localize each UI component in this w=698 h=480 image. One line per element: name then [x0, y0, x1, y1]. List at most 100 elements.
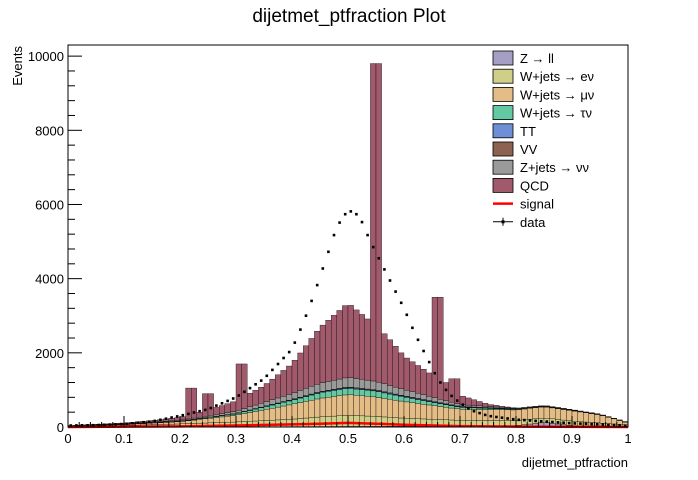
data-point	[557, 421, 560, 424]
stack-bar-series-7	[214, 407, 220, 414]
stack-bar-series-1	[354, 416, 360, 427]
data-point	[417, 339, 420, 342]
data-point	[529, 419, 532, 422]
stack-bar-series-2	[550, 408, 556, 419]
stack-bar-series-6	[482, 406, 488, 407]
legend-label: W+jets → τν	[520, 106, 592, 121]
data-point	[187, 413, 190, 416]
data-point	[344, 213, 347, 216]
stack-bar-series-7	[382, 334, 388, 384]
stack-bar-series-1	[309, 418, 315, 427]
legend-swatch	[493, 51, 513, 65]
stack-bar-series-3	[337, 390, 343, 396]
stack-bar-series-2	[617, 420, 623, 424]
stack-bar-series-7	[482, 403, 488, 406]
stack-bar-series-7	[242, 364, 248, 409]
legend-swatch	[493, 142, 513, 156]
stack-bar-series-3	[275, 404, 281, 407]
data-point	[81, 424, 84, 427]
legend-item: data	[493, 215, 546, 230]
stack-bar-series-7	[309, 338, 315, 386]
stack-bar-series-7	[314, 331, 320, 384]
x-tick-label: 0.2	[171, 431, 189, 446]
stack-bar-series-3	[281, 402, 287, 406]
stack-bar-series-3	[247, 410, 253, 412]
stack-bar-series-3	[426, 402, 432, 405]
stack-bar-series-6	[309, 386, 315, 394]
stack-bar-series-2	[538, 407, 544, 418]
data-point	[243, 391, 246, 394]
stack-bar-series-2	[382, 398, 388, 417]
stack-bar-series-7	[505, 407, 511, 408]
stack-bar-series-6	[326, 381, 332, 390]
stack-bar-series-7	[443, 383, 449, 401]
data-point	[288, 351, 291, 354]
data-point	[109, 423, 112, 426]
stack-bar-series-2	[219, 417, 225, 423]
stack-bar-series-3	[365, 390, 371, 396]
stack-bar-series-3	[359, 390, 365, 396]
legend-item: VV	[493, 142, 538, 157]
stack-bar-series-2	[415, 403, 421, 418]
stack-bar-series-6	[471, 405, 477, 407]
stack-bar-series-6	[331, 380, 337, 389]
stack-bar-series-2	[561, 409, 567, 420]
stack-bar-series-3	[331, 391, 337, 397]
legend-label: VV	[520, 142, 538, 157]
stack-bar-series-6	[432, 398, 438, 402]
y-tick-label: 8000	[35, 123, 64, 138]
data-point	[338, 221, 341, 224]
data-point	[299, 328, 302, 331]
stack-bar-series-3	[264, 406, 270, 409]
stack-bar-series-3	[242, 412, 248, 414]
stack-bar-series-2	[141, 424, 147, 425]
stack-bar-series-3	[432, 403, 438, 406]
stack-bar-series-7	[247, 393, 253, 407]
stack-bar-series-2	[169, 422, 175, 424]
data-point	[394, 290, 397, 293]
stack-bar-series-1	[365, 416, 371, 426]
stack-bar-series-7	[337, 310, 343, 379]
stack-bar-series-7	[348, 305, 354, 377]
legend-swatch	[493, 87, 513, 101]
stack-bar-series-6	[466, 405, 472, 407]
data-point	[126, 423, 129, 426]
legend-item: W+jets → eν	[493, 69, 594, 84]
x-tick-label: 0.1	[115, 431, 133, 446]
data-point	[618, 424, 621, 427]
data-point	[450, 395, 453, 398]
stack-bar-series-2	[152, 423, 158, 425]
data-point	[406, 314, 409, 317]
stack-bar-series-7	[219, 406, 225, 414]
stack-bar-series-6	[426, 396, 432, 400]
stack-bar-series-6	[421, 395, 427, 400]
stack-bar-series-7	[298, 353, 304, 390]
data-point	[249, 387, 252, 390]
stack-bar-series-3	[253, 409, 259, 411]
stack-bar-series-6	[292, 392, 298, 398]
x-tick-label: 0.4	[283, 431, 301, 446]
data-point	[366, 234, 369, 237]
stack-bar-series-6	[454, 404, 460, 406]
stack-bar-series-1	[494, 421, 500, 426]
data-point	[439, 381, 442, 384]
stack-bar-series-7	[320, 325, 326, 382]
stack-bar-series-2	[611, 419, 617, 424]
stack-bar-series-7	[432, 297, 438, 398]
data-point	[294, 341, 297, 344]
data-point	[226, 400, 229, 403]
stack-bar-series-3	[382, 393, 388, 398]
stack-bar-series-2	[230, 416, 236, 422]
stack-bar-series-3	[482, 408, 488, 409]
data-point	[215, 404, 218, 407]
data-point	[411, 327, 414, 330]
stack-bar-series-2	[449, 408, 455, 420]
stack-bar-series-7	[370, 64, 376, 381]
stack-bar-series-3	[348, 389, 354, 395]
legend-item: signal	[493, 197, 554, 212]
data-point	[456, 399, 459, 402]
data-point	[310, 300, 313, 303]
stack-bar-series-7	[426, 373, 432, 396]
legend-label: signal	[520, 197, 554, 212]
